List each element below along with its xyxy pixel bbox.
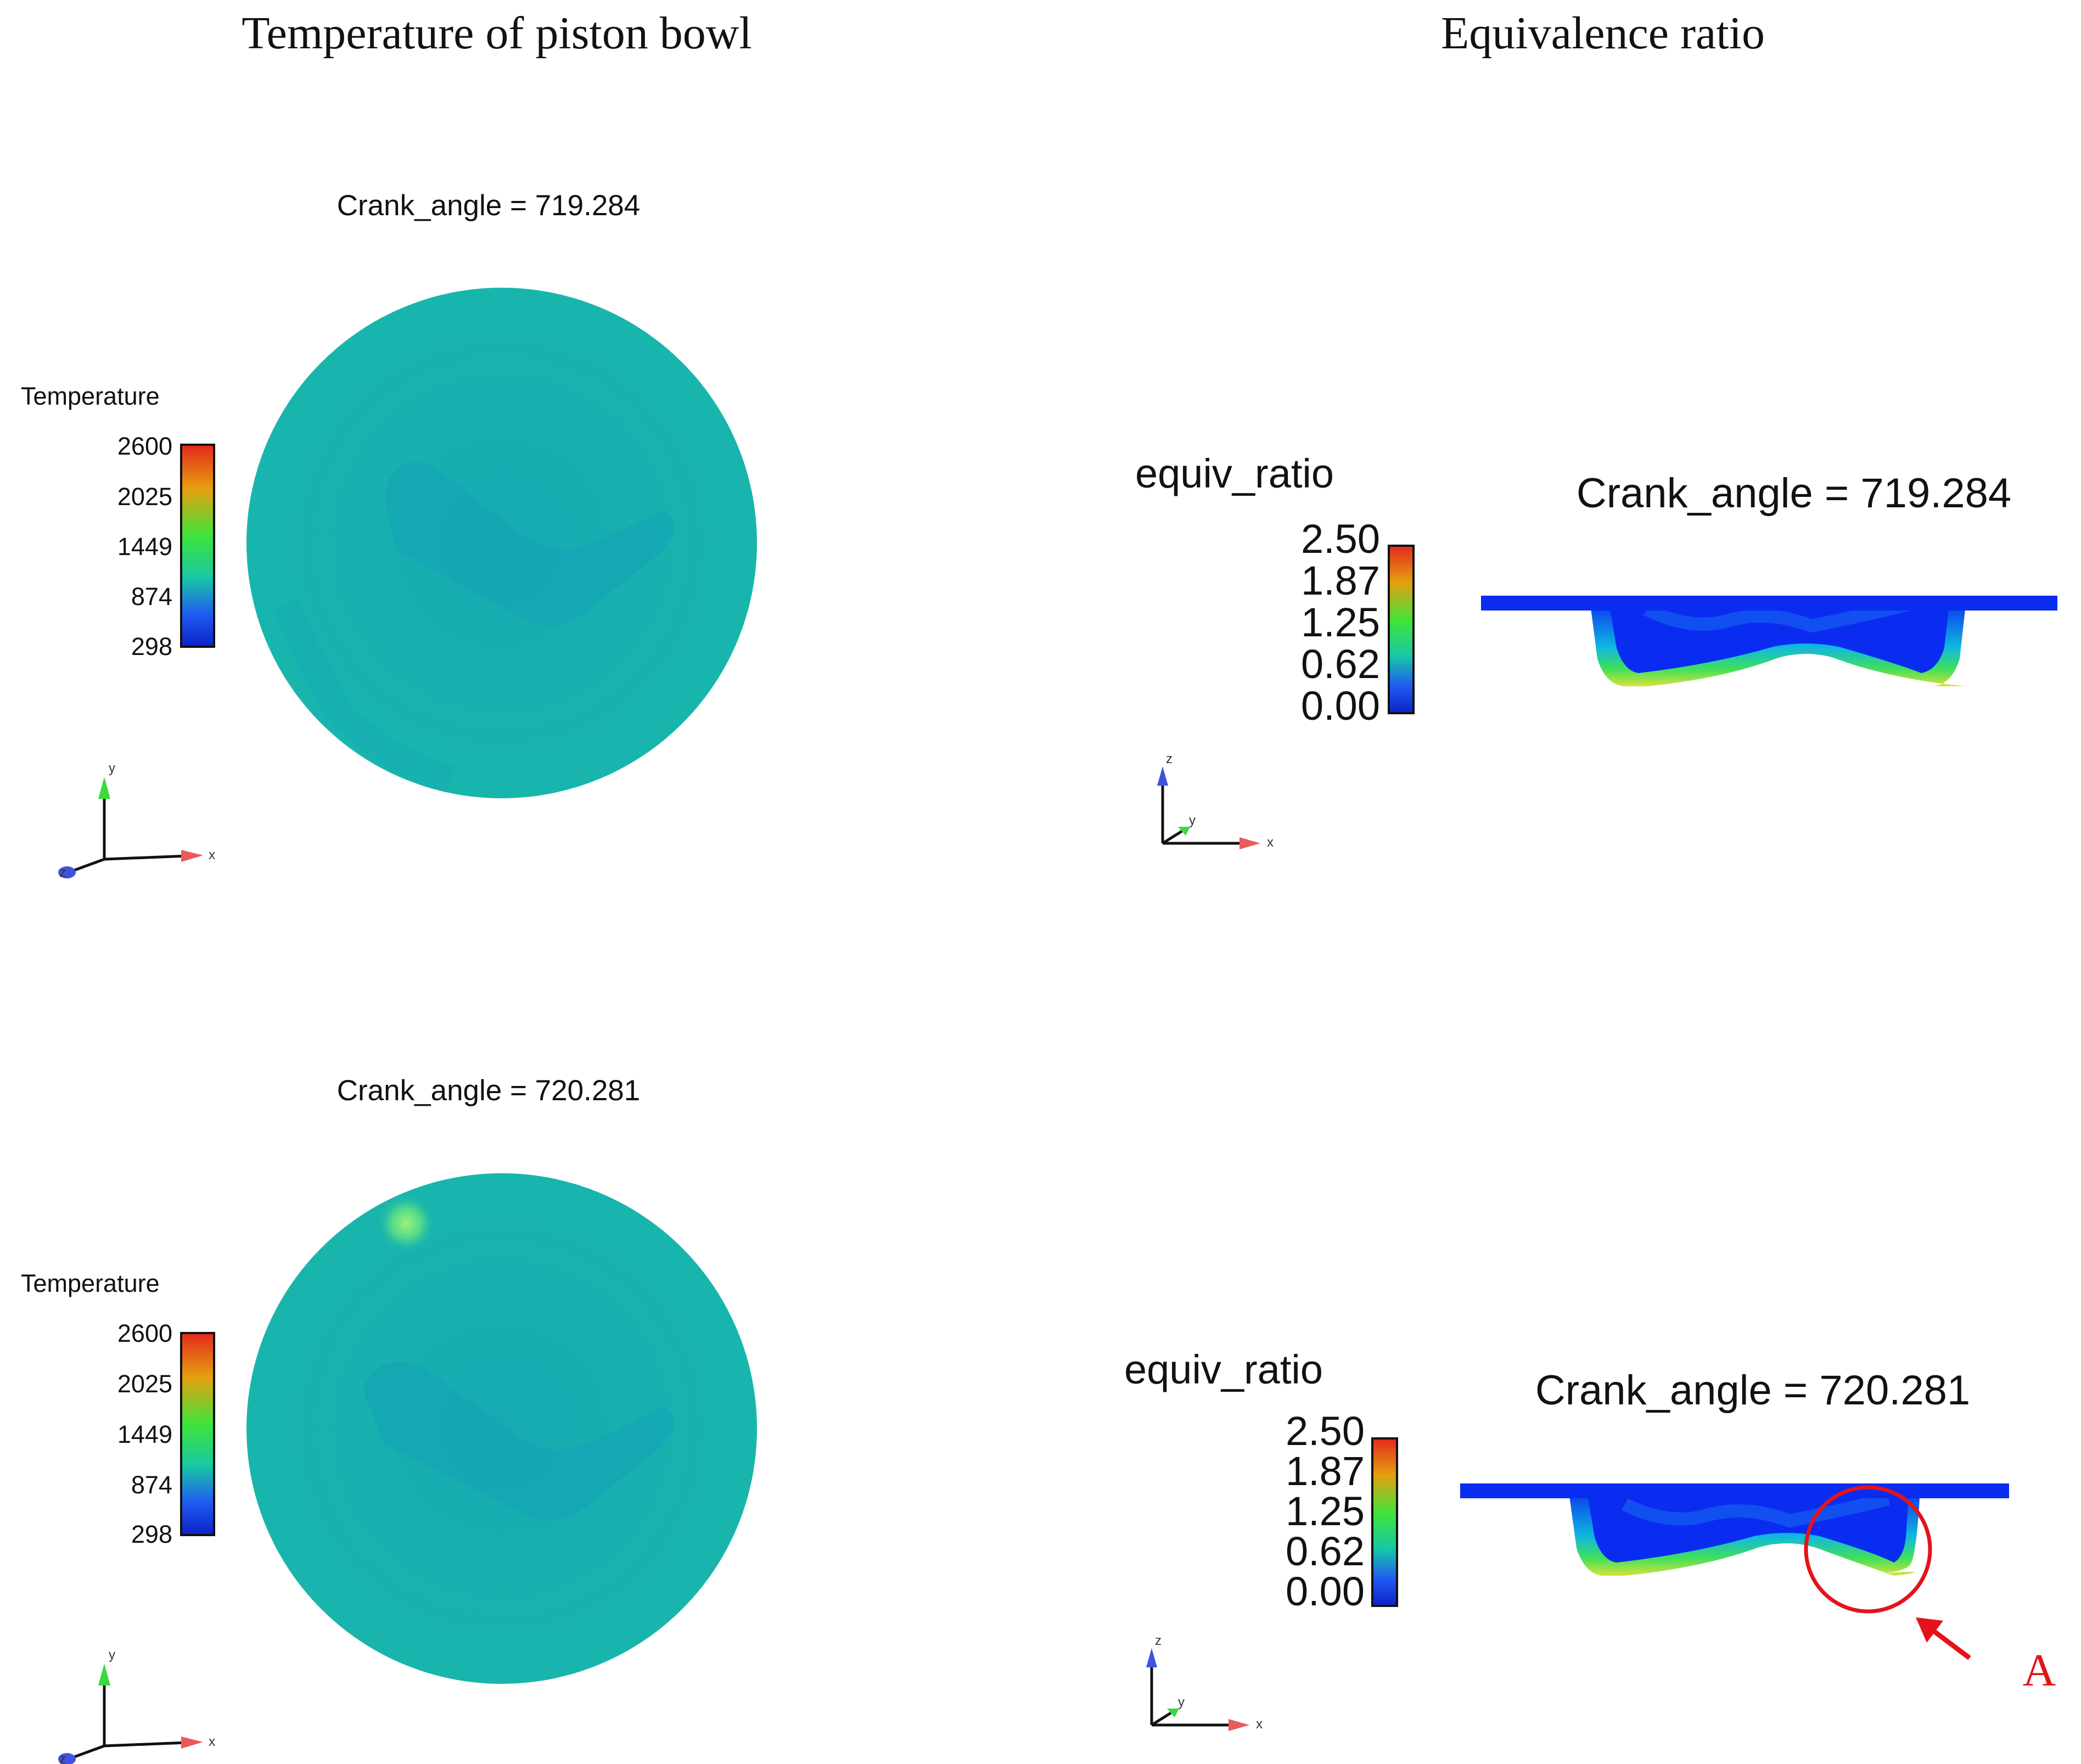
axis-label-y: y (109, 1648, 115, 1662)
colorbar-swatch (1388, 545, 1415, 714)
temperature-colorbar: Temperature 2600 2025 1449 874 298 (21, 1269, 215, 1548)
equiv-ratio-panel-2: Crank_angle = 720.281 equiv_ratio 2.50 1… (1124, 1347, 2056, 1732)
colorbar-tick: 2025 (117, 483, 172, 511)
axis-label-y: y (1178, 1695, 1185, 1710)
temperature-colorbar: Temperature 2600 2025 1449 874 298 (21, 382, 215, 660)
colorbar-title: equiv_ratio (1135, 451, 1334, 496)
crank-angle-label: Crank_angle = 720.281 (337, 1074, 641, 1107)
colorbar-tick: 0.00 (1301, 683, 1380, 729)
colorbar-swatch (1371, 1437, 1398, 1607)
temperature-panel-1: Crank_angle = 719.284 Temperature 2600 2… (21, 189, 757, 880)
colorbar-tick: 1449 (117, 1420, 172, 1448)
crank-angle-label: Crank_angle = 720.281 (1535, 1367, 1970, 1414)
axis-label-x: x (209, 1734, 215, 1749)
colorbar-tick: 1.25 (1301, 600, 1380, 645)
colorbar-swatch (180, 444, 215, 648)
colorbar-title: Temperature (21, 382, 160, 410)
axis-label-z: z (1166, 752, 1173, 766)
colorbar-tick: 1.87 (1301, 558, 1380, 603)
colorbar-tick: 1.87 (1286, 1448, 1365, 1494)
annotation-circle (1804, 1485, 1932, 1614)
squish-band (1460, 1483, 2009, 1498)
hot-spot (376, 1193, 436, 1253)
colorbar-tick: 1449 (117, 533, 172, 561)
colorbar-tick: 298 (131, 632, 172, 660)
colorbar-tick: 2600 (117, 1319, 172, 1347)
colorbar-tick: 2.50 (1301, 516, 1380, 562)
axis-label-z: z (59, 865, 66, 880)
axis-label-z: z (1155, 1633, 1162, 1648)
axis-triad: y x z (58, 761, 215, 880)
colorbar-tick: 0.62 (1286, 1528, 1365, 1574)
squish-band (1481, 596, 2057, 611)
colorbar-tick: 2025 (117, 1370, 172, 1398)
colorbar-tick: 1.25 (1286, 1488, 1365, 1534)
axis-triad: y x z (58, 1648, 215, 1764)
axis-triad: z y x (1157, 752, 1274, 850)
colorbar-title: equiv_ratio (1124, 1347, 1323, 1392)
right-column-header: Equivalence ratio (1441, 8, 1765, 59)
axis-label-x: x (1267, 835, 1274, 850)
equiv-ratio-panel-1: Crank_angle = 719.284 equiv_ratio 2.50 1… (1135, 451, 2057, 850)
axis-label-x: x (209, 848, 215, 863)
axis-label-y: y (109, 761, 115, 776)
equiv-ratio-colorbar: equiv_ratio 2.50 1.87 1.25 0.62 0.00 (1124, 1347, 1398, 1614)
annotation-label: A (2023, 1645, 2056, 1696)
colorbar-tick: 2.50 (1286, 1408, 1365, 1454)
axis-label-x: x (1256, 1717, 1263, 1732)
piston-bowl-top-view (246, 288, 757, 798)
bowl-cross-section (1460, 1483, 2009, 1576)
colorbar-tick: 874 (131, 1471, 172, 1499)
colorbar-tick: 0.00 (1286, 1569, 1365, 1614)
equiv-ratio-colorbar: equiv_ratio 2.50 1.87 1.25 0.62 0.00 (1135, 451, 1415, 729)
axis-label-z: z (59, 1752, 66, 1764)
crank-angle-label: Crank_angle = 719.284 (1577, 470, 2011, 517)
bowl-cross-section (1481, 596, 2057, 686)
colorbar-tick: 2600 (117, 432, 172, 460)
piston-bowl-top-view (246, 1173, 757, 1684)
left-column-header: Temperature of piston bowl (242, 8, 752, 59)
axis-triad: z y x (1146, 1633, 1263, 1732)
colorbar-tick: 874 (131, 583, 172, 611)
temperature-panel-2: Crank_angle = 720.281 Temperature 2600 2… (21, 1074, 757, 1764)
colorbar-tick: 0.62 (1301, 641, 1380, 687)
annotation-a: A (1804, 1485, 2056, 1696)
axis-label-y: y (1189, 813, 1196, 828)
crank-angle-label: Crank_angle = 719.284 (337, 189, 641, 222)
colorbar-title: Temperature (21, 1269, 160, 1297)
colorbar-tick: 298 (131, 1520, 172, 1548)
annotation-arrow-icon (1916, 1617, 1943, 1643)
colorbar-swatch (180, 1332, 215, 1536)
